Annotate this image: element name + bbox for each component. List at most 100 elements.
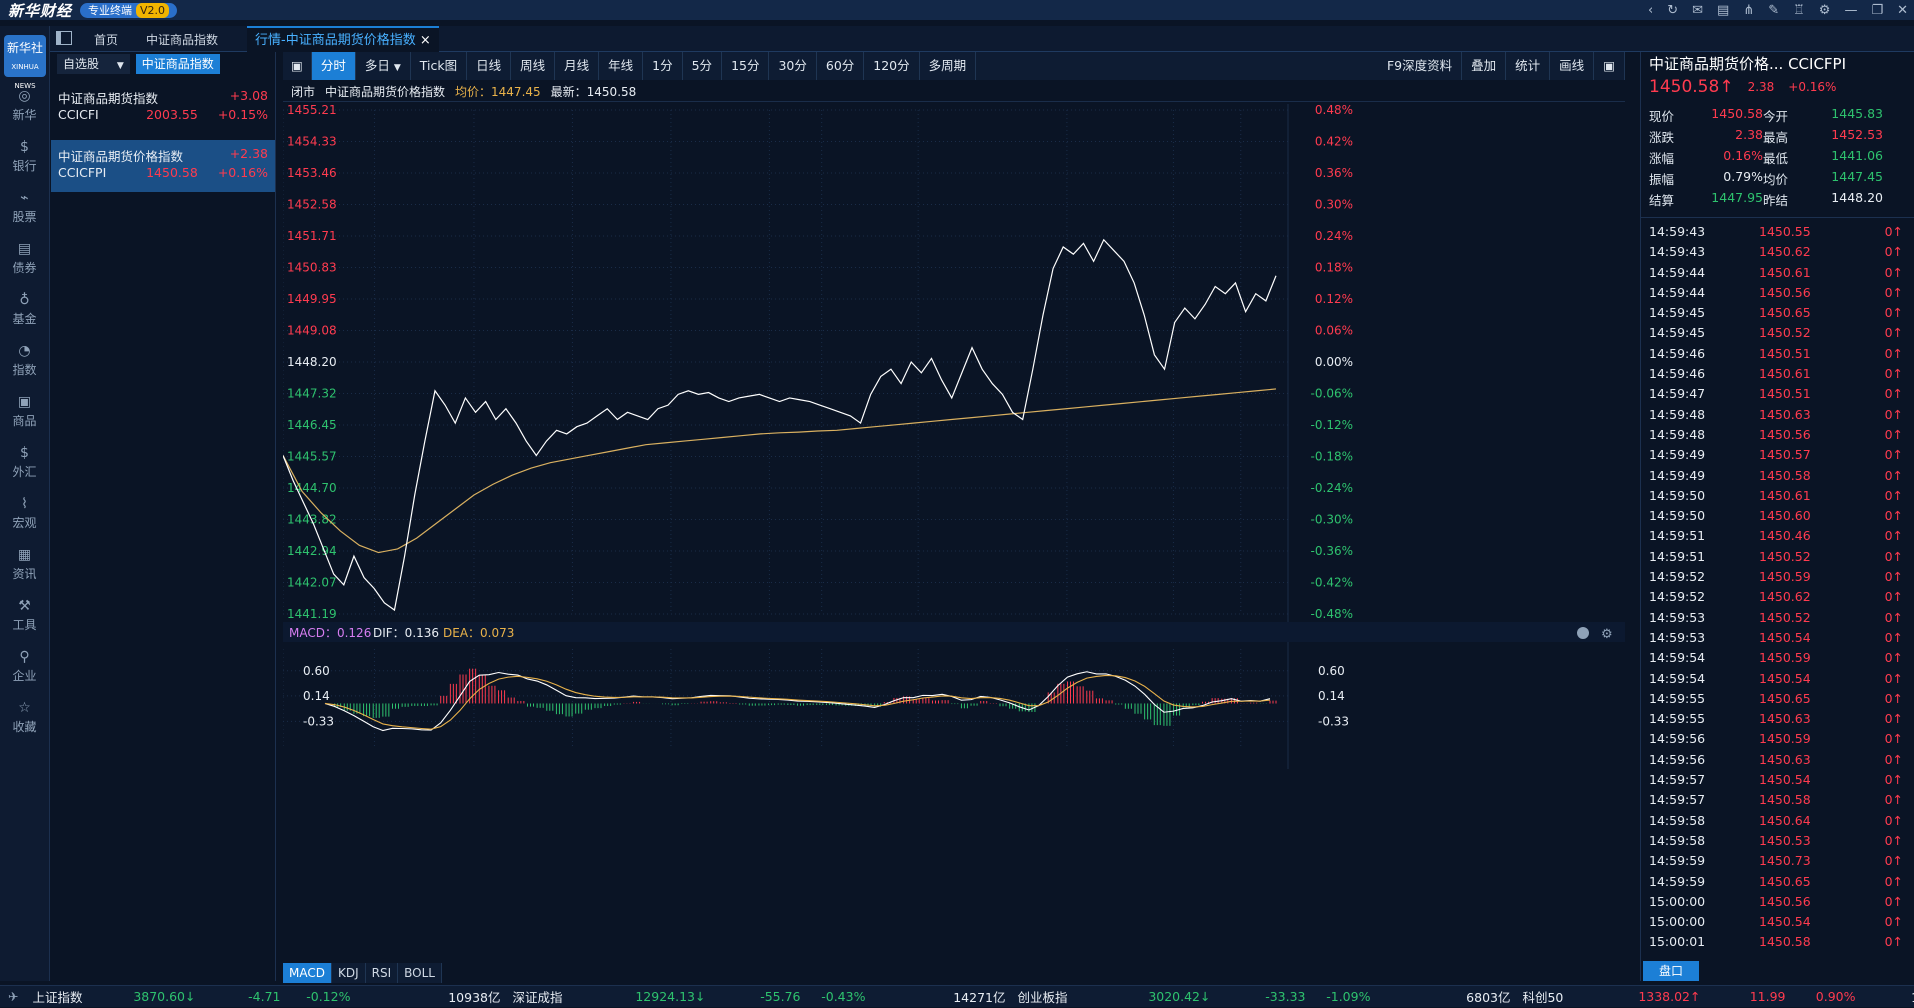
close-button[interactable]: ✕ (1897, 2, 1908, 18)
watch-item[interactable]: 中证商品期货指数 +3.08 CCICFI 2003.55 +0.15% (51, 82, 275, 134)
sidebar-item-news[interactable]: ▦ 资讯 (0, 542, 49, 593)
quote-price: 1450.58↑ (1649, 77, 1734, 97)
sidebar-item-xinhua[interactable]: ◎ 新华 (0, 83, 49, 134)
y-tick-label: 1445.57 (287, 450, 337, 464)
minimize-button[interactable]: — (1844, 2, 1858, 18)
sidebar-item-bond[interactable]: ▤ 债券 (0, 236, 49, 287)
indicator-settings-icon[interactable]: ⚙ (1601, 627, 1613, 642)
tick-row: 14:59:59 1450.73 0↑ (1649, 853, 1903, 869)
statistics-button[interactable]: 统计 (1506, 52, 1551, 80)
intraday-chart[interactable]: 1455.21 0.48% 1454.33 0.42% 1453.46 0.36% 1452… (283, 104, 1625, 769)
document-icon: ▦ (17, 547, 32, 563)
period-intraday[interactable]: 分时 (311, 52, 356, 80)
period-30min[interactable]: 30分 (769, 52, 817, 80)
index-ticker[interactable]: 上证指数 3870.60↓ -4.71 -0.12% 10938亿 (26, 986, 506, 1008)
period-yearly[interactable]: 年线 (599, 52, 644, 80)
f9-deep-data-button[interactable]: F9深度资料 (1378, 52, 1463, 80)
sidebar-item-macro[interactable]: ⌇ 宏观 (0, 491, 49, 542)
tab-quote-active[interactable]: 行情-中证商品期货价格指数 × (247, 26, 439, 52)
quote-label: 振幅 (1649, 172, 1675, 187)
tab-close-icon[interactable]: × (419, 33, 431, 48)
watchlist-panel: 自选股 ▼ 中证商品指数 中证商品期货指数 +3.08 CCICFI 2003.55… (51, 52, 276, 981)
period-120min[interactable]: 120分 (864, 52, 920, 80)
refresh-icon[interactable]: ↻ (1667, 2, 1679, 18)
period-multiday[interactable]: 多日 ▼ (356, 52, 411, 80)
tick-row: 14:59:43 1450.62 0↑ (1649, 244, 1903, 260)
sidebar-item-enterprise[interactable]: ⚲ 企业 (0, 644, 49, 695)
draw-line-button[interactable]: 画线 (1550, 52, 1595, 80)
indicator-tab-rsi[interactable]: RSI (365, 963, 399, 983)
back-icon[interactable]: ‹ (1648, 2, 1654, 18)
tick-row: 14:59:46 1450.61 0↑ (1649, 366, 1903, 382)
sidebar-item-forex[interactable]: $ 外汇 (0, 440, 49, 491)
overlay-button[interactable]: 叠加 (1462, 52, 1507, 80)
pct-tick-label: -0.18% (1311, 450, 1353, 464)
sidebar-item-tools[interactable]: ⚒ 工具 (0, 593, 49, 644)
tick-list[interactable]: 14:59:43 1450.55 0↑ 14:59:43 1450.62 0↑ 14:59:… (1641, 217, 1914, 953)
quote-change: 2.38 (1747, 80, 1775, 94)
indicator-tab-macd[interactable]: MACD (283, 963, 332, 983)
indicator-tab-kdj[interactable]: KDJ (331, 963, 366, 983)
indicator-tab-boll[interactable]: BOLL (398, 963, 442, 983)
period-tick[interactable]: Tick图 (411, 52, 468, 80)
period-daily[interactable]: 日线 (467, 52, 512, 80)
right-panel-toggle-icon[interactable]: ▣ (1594, 52, 1625, 80)
panel-toggle-icon[interactable]: ▣ (283, 52, 312, 80)
order-book-tab[interactable]: 盘口 (1643, 961, 1699, 981)
tick-row: 15:00:00 1450.54 0↑ (1649, 914, 1903, 930)
macd-tick-label: 0.60 (1318, 664, 1345, 678)
dropdown-icon[interactable]: ▼ (116, 61, 124, 71)
tab-commodity-index-list[interactable]: 中证商品指数 (135, 54, 220, 74)
pct-tick-label: 0.06% (1315, 324, 1353, 338)
tab-watchlist[interactable]: 自选股 ▼ (57, 54, 130, 74)
pct-tick-label: 0.12% (1315, 292, 1353, 306)
quote-label: 今开 (1763, 109, 1789, 124)
period-weekly[interactable]: 周线 (511, 52, 556, 80)
index-ticker[interactable]: 创业板指 3020.42↓ -33.33 -1.09% 6803亿 (1011, 986, 1516, 1008)
quote-title: 中证商品期货价格... CCICFPI (1649, 55, 1847, 73)
title-bar: 新华财经 专业终端 V2.0 ‹ ↻ ✉ ▤ ⋔ ✎ ♖ ⚙ — ❐ ✕ (0, 0, 1914, 20)
index-volume: 10938亿 (448, 990, 501, 1005)
index-name: 科创50 (1522, 990, 1564, 1005)
mail-icon[interactable]: ✉ (1692, 2, 1704, 18)
watch-pct: +0.15% (217, 107, 268, 122)
settings-icon[interactable]: ⚙ (1818, 2, 1831, 18)
pin-icon[interactable]: ✈ (8, 989, 19, 1004)
pct-tick-label: -0.06% (1311, 387, 1353, 401)
tab-commodity-index[interactable]: 中证商品指数 (146, 33, 219, 47)
sidebar-item-commodity[interactable]: ▣ 商品 (0, 389, 49, 440)
sidebar-item-fund[interactable]: ♁ 基金 (0, 287, 49, 338)
sidebar-item-stock[interactable]: ⌁ 股票 (0, 185, 49, 236)
close-indicator-icon[interactable] (1577, 627, 1589, 639)
macd-tick-label: 0.14 (303, 689, 330, 703)
stock-chart-icon: ⌁ (20, 190, 29, 206)
maximize-button[interactable]: ❐ (1871, 2, 1884, 18)
tools-icon: ⚒ (18, 598, 31, 614)
period-1min[interactable]: 1分 (643, 52, 683, 80)
index-ticker[interactable]: 深证成指 12924.13↓ -55.76 -0.43% 14271亿 (506, 986, 1011, 1008)
pct-tick-label: 0.36% (1315, 166, 1353, 180)
sidebar-item-bank[interactable]: $ 银行 (0, 134, 49, 185)
shirt-icon[interactable]: ♖ (1793, 2, 1805, 18)
tick-row: 14:59:58 1450.64 0↑ (1649, 812, 1903, 828)
period-60min[interactable]: 60分 (817, 52, 865, 80)
index-ticker[interactable]: 科创50 1338.02↑ 11.99 0.90% 1158亿 (1516, 986, 1914, 1008)
period-multi[interactable]: 多周期 (920, 52, 977, 80)
pct-tick-label: 0.48% (1315, 104, 1353, 117)
share-icon[interactable]: ⋔ (1743, 2, 1755, 18)
quote-value: 1441.06 (1831, 148, 1883, 163)
instrument-name: 中证商品期货价格指数 (325, 85, 446, 99)
layout-toggle-icon[interactable] (56, 31, 72, 45)
period-15min[interactable]: 15分 (722, 52, 770, 80)
tick-row: 14:59:59 1450.65 0↑ (1649, 873, 1903, 889)
sidebar-item-favorites[interactable]: ☆ 收藏 (0, 695, 49, 746)
watch-item-selected[interactable]: 中证商品期货价格指数 +2.38 CCICFPI 1450.58 +0.16% (51, 140, 275, 192)
message-icon[interactable]: ▤ (1717, 2, 1730, 18)
tick-row: 14:59:55 1450.63 0↑ (1649, 711, 1903, 727)
period-monthly[interactable]: 月线 (555, 52, 600, 80)
quote-value: 1447.45 (1831, 169, 1883, 184)
tab-home[interactable]: 首页 (94, 33, 119, 47)
note-icon[interactable]: ✎ (1768, 2, 1780, 18)
period-5min[interactable]: 5分 (683, 52, 723, 80)
sidebar-item-index[interactable]: ◔ 指数 (0, 338, 49, 389)
